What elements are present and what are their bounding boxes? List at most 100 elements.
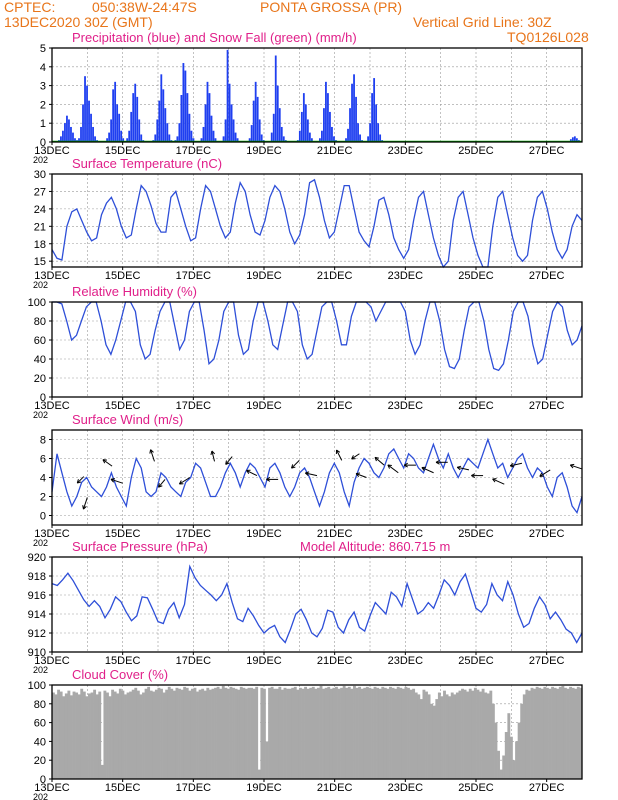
wind-arrow-head [304, 472, 309, 477]
precip-bar [379, 134, 382, 142]
x-tick-year-stub: 202 [33, 410, 48, 420]
y-tick-label: 8 [40, 435, 46, 447]
wind-arrow-head [351, 455, 354, 460]
precip-bar [110, 119, 113, 142]
panel-title: Surface Pressure (hPa) [72, 539, 208, 554]
cloud-bar [324, 687, 328, 779]
cloud-bar [484, 692, 488, 779]
wind-arrow-head [210, 450, 213, 455]
precip-bar [66, 115, 68, 142]
precip-bar [575, 138, 578, 142]
cloud-bar [360, 688, 364, 779]
cloud-bar [414, 692, 418, 779]
cloud-bar [322, 688, 326, 779]
header-run-code: TQ0126L028 [507, 29, 589, 45]
cloud-bar [353, 685, 356, 779]
cloud-bar [329, 688, 333, 779]
cloud-bar [201, 688, 205, 779]
precip-bar [78, 138, 80, 142]
cloud-bar [533, 688, 536, 779]
wind-arrow-shaft [246, 469, 258, 477]
y-tick-label: 30 [34, 169, 46, 181]
precip-bar [114, 81, 117, 142]
x-tick-label: 13DEC [34, 655, 70, 667]
cloud-bar [85, 696, 89, 779]
x-tick-label: 15DEC [105, 145, 141, 157]
cloud-bar [435, 699, 439, 779]
precip-bar [156, 119, 159, 142]
wind-arrow-head [355, 473, 360, 477]
cloud-bar [98, 691, 102, 779]
cloud-bar [422, 689, 426, 779]
cloud-bar [314, 688, 318, 779]
cloud-bar [399, 687, 403, 779]
cloud-bar [306, 688, 310, 779]
y-tick-label: 80 [34, 699, 46, 711]
cloud-bar [389, 686, 392, 779]
cloud-bar [340, 687, 344, 779]
cloud-bar [62, 696, 66, 779]
precip-bar [164, 108, 167, 142]
precip-bar [369, 123, 372, 142]
wind-arrow-shaft [76, 476, 85, 484]
cloud-bar [309, 687, 313, 779]
x-tick-label: 23DEC [388, 270, 424, 282]
wind-arrow-head [225, 460, 227, 465]
wind-arrow [509, 462, 523, 468]
cloud-bar [535, 686, 539, 779]
cloud-bar [52, 692, 55, 779]
precip-bar [367, 136, 369, 142]
x-tick-label: 19DEC [246, 655, 282, 667]
wind-arrow-head [374, 457, 377, 462]
precip-bar [208, 93, 211, 142]
wind-arrow-head [435, 459, 440, 463]
cloud-bar [468, 688, 472, 779]
precip-bar [108, 132, 111, 142]
cloud-bar [260, 687, 264, 779]
precip-bar [224, 119, 227, 142]
cloud-bar [563, 687, 567, 779]
header-coords: 050:38W-24:47S [92, 0, 197, 15]
precip-bar [274, 55, 277, 142]
x-tick-label: 25DEC [458, 655, 494, 667]
cloud-bar [530, 687, 534, 779]
wind-arrow [291, 460, 300, 469]
cloud-bar [124, 694, 127, 779]
cloud-bar [504, 732, 508, 779]
wind-arrow [304, 471, 318, 477]
wind-arrow-head [291, 466, 296, 469]
precip-bar [122, 138, 125, 142]
cloud-bar [579, 687, 583, 779]
precip-bar [329, 111, 331, 142]
panel-5: 910 912 914 916 918 920 13DEC 15DEC 17DEC 19DEC 21… [28, 539, 583, 675]
x-tick-label: 27DEC [529, 145, 565, 157]
cloud-bar [72, 691, 76, 779]
y-tick-label: 40 [34, 736, 46, 748]
y-tick-label: 1 [40, 118, 46, 130]
wind-arrow [335, 449, 343, 461]
precip-bar [176, 136, 179, 142]
precip-bar [353, 74, 355, 142]
precip-bar [200, 138, 203, 142]
cloud-bar [342, 685, 346, 779]
x-tick-label: 21DEC [317, 655, 353, 667]
y-tick-label: 60 [34, 718, 46, 730]
x-tick-label: 25DEC [458, 528, 494, 540]
cloud-bar [265, 741, 269, 779]
cloud-bar [425, 691, 428, 779]
y-tick-label: 6 [40, 454, 46, 466]
precip-bar [140, 134, 143, 142]
series-line [51, 564, 583, 644]
cloud-bar [136, 690, 140, 779]
plot-frame [51, 684, 583, 780]
cloud-bar [142, 692, 145, 779]
x-tick-label: 19DEC [246, 400, 282, 412]
cloud-bar [455, 692, 459, 779]
precip-bar [345, 138, 347, 142]
precip-bar [373, 78, 376, 142]
cloud-bar [111, 689, 115, 779]
x-tick-year-stub: 202 [33, 280, 48, 290]
cloud-bar [291, 687, 295, 779]
wind-arrow [225, 456, 233, 465]
cloud-bar [569, 686, 573, 779]
